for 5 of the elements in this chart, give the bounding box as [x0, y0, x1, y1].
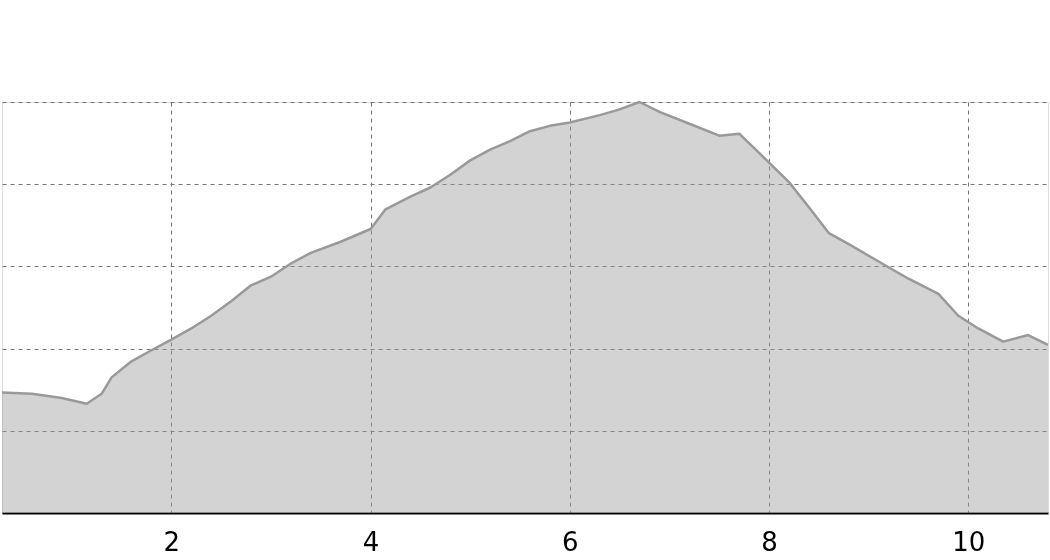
- x-tick-label: 6: [562, 526, 579, 557]
- x-tick-label: 2: [163, 526, 181, 557]
- x-tick-label: 8: [761, 526, 778, 557]
- x-tick-label: 10: [952, 526, 986, 557]
- x-tick-label: 4: [362, 526, 380, 557]
